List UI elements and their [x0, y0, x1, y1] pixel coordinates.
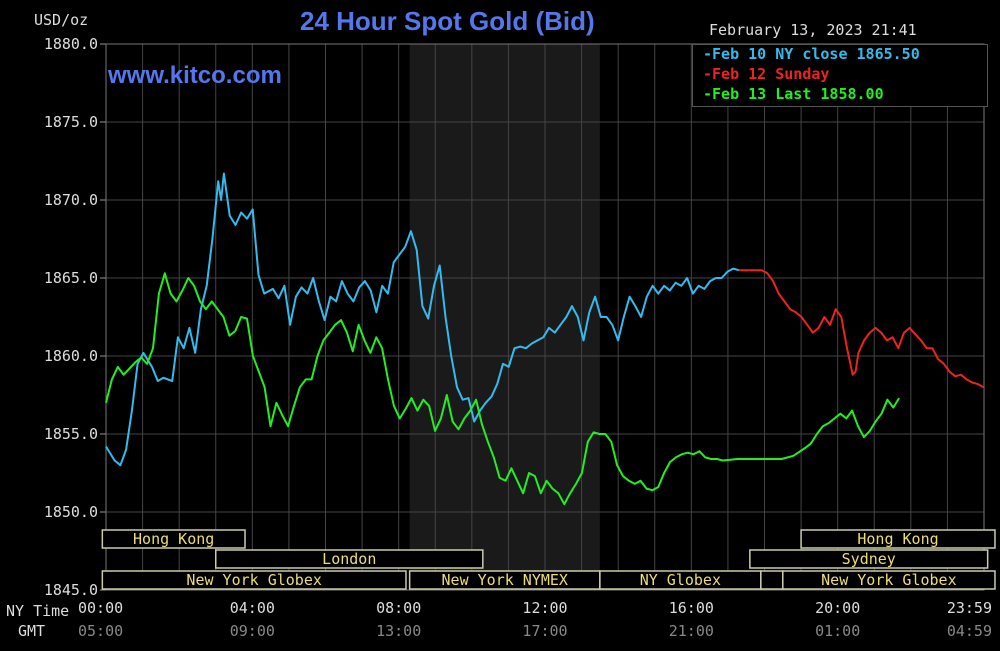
trading-session-box: [215, 549, 484, 569]
trading-session-label: Hong Kong: [857, 530, 938, 548]
trading-session-box: [782, 570, 996, 590]
x-tick-label-ny: 16:00: [669, 599, 714, 617]
series-line-feb10: [105, 172, 740, 467]
series-line-feb13: [105, 272, 900, 506]
y-axis-unit-label: USD/oz: [34, 11, 89, 29]
legend-label-feb13: Feb 13 Last 1858.00: [712, 85, 884, 103]
chart-legend: -Feb 10 NY close 1865.50 -Feb 12 Sunday …: [692, 44, 988, 107]
y-tick-label: 1855.0: [44, 425, 98, 443]
trading-session-label: Sydney: [842, 550, 896, 568]
y-tick-label: 1880.0: [44, 35, 98, 53]
trading-session-box: [101, 529, 246, 549]
trading-session-label: New York Globex: [186, 571, 321, 589]
x-tick-label-ny: 20:00: [815, 599, 860, 617]
x-tick-label-gmt: 17:00: [522, 622, 567, 640]
x-tick-label-ny: 08:00: [376, 599, 421, 617]
trading-session-label: NY Globex: [640, 571, 721, 589]
gmt-row-label: GMT: [18, 622, 46, 640]
x-tick-label-ny: 23:59: [947, 599, 992, 617]
trading-session-box: [101, 570, 407, 590]
x-tick-label-gmt: 01:00: [815, 622, 860, 640]
trading-session-box: [800, 529, 996, 549]
y-tick-label: 1865.0: [44, 269, 98, 287]
legend-entry-feb12: -Feb 12 Sunday: [703, 65, 830, 83]
x-tick-label-ny: 04:00: [230, 599, 275, 617]
trading-session-label: New York NYMEX: [442, 571, 568, 589]
y-tick-label: 1875.0: [44, 113, 98, 131]
chart-title: 24 Hour Spot Gold (Bid): [300, 6, 595, 36]
trading-session-box: [749, 549, 989, 569]
x-tick-label-ny: 12:00: [522, 599, 567, 617]
x-tick-label-gmt: 09:00: [230, 622, 275, 640]
y-tick-label: 1850.0: [44, 503, 98, 521]
legend-entry-feb13: -Feb 13 Last 1858.00: [703, 85, 884, 103]
plot-frame: [105, 43, 985, 591]
legend-label-feb10: Feb 10 NY close 1865.50: [712, 45, 920, 63]
y-tick-label: 1845.0: [44, 581, 98, 599]
y-tick-label: 1860.0: [44, 347, 98, 365]
x-tick-label-ny: 00:00: [78, 599, 123, 617]
legend-entry-feb10: -Feb 10 NY close 1865.50: [703, 45, 920, 63]
x-tick-label-gmt: 21:00: [669, 622, 714, 640]
x-tick-label-gmt: 13:00: [376, 622, 421, 640]
trading-session-label: New York Globex: [821, 571, 956, 589]
ny-time-row-label: NY Time: [6, 602, 70, 620]
trading-session-box: [760, 570, 784, 590]
legend-label-feb12: Feb 12 Sunday: [712, 65, 830, 83]
x-tick-label-gmt: 05:00: [78, 622, 123, 640]
trading-session-label: Hong Kong: [133, 530, 214, 548]
y-tick-label: 1870.0: [44, 191, 98, 209]
site-watermark: www.kitco.com: [108, 62, 282, 89]
nymex-session-band: [409, 44, 600, 590]
trading-session-label: London: [322, 550, 376, 568]
series-line-feb12: [738, 269, 985, 389]
x-tick-label-gmt: 04:59: [947, 622, 992, 640]
chart-timestamp: February 13, 2023 21:41: [709, 21, 917, 39]
